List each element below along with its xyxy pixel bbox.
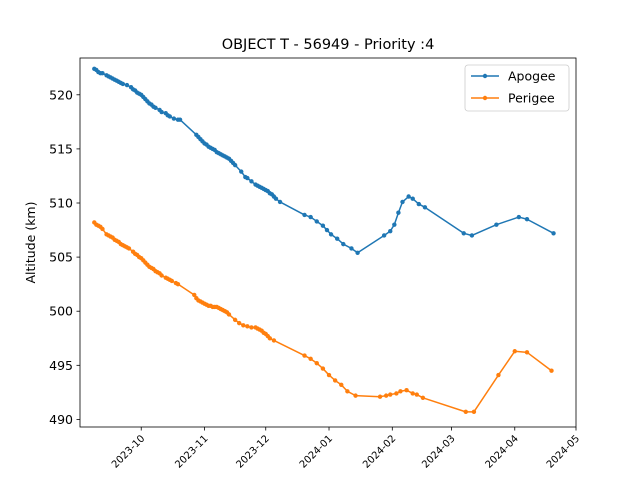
data-point (232, 162, 238, 168)
data-point (245, 175, 250, 181)
data-point (494, 222, 499, 227)
data-point (394, 391, 399, 396)
data-point (159, 273, 164, 278)
series-apogee (92, 66, 556, 255)
data-point (516, 214, 522, 220)
data-point (302, 353, 307, 358)
data-point (159, 109, 164, 115)
y-tick-label: 490 (49, 412, 73, 427)
data-point (463, 409, 468, 415)
data-point (551, 231, 556, 236)
y-tick-label: 505 (49, 250, 73, 265)
data-point (302, 212, 307, 218)
data-point (177, 117, 183, 122)
data-point (400, 199, 405, 205)
data-point (334, 236, 340, 241)
data-point (377, 394, 383, 399)
plot-frame (79, 57, 577, 428)
data-point (524, 217, 530, 222)
data-point (422, 205, 428, 210)
data-point (404, 388, 409, 393)
data-point (308, 356, 313, 362)
data-point (277, 199, 283, 205)
data-point (410, 391, 415, 396)
data-point (326, 372, 332, 378)
data-point (349, 246, 354, 251)
data-point (398, 389, 403, 394)
y-tick-label: 500 (49, 304, 73, 319)
series-layer (92, 66, 556, 415)
data-point (549, 368, 554, 373)
data-point (341, 241, 346, 247)
data-point (124, 82, 130, 88)
legend-item-apogee: Apogee (471, 69, 556, 84)
data-point (169, 278, 175, 284)
data-point (410, 196, 415, 201)
legend-item-perigee: Perigee (471, 91, 555, 106)
data-point (332, 378, 338, 383)
legend-label: Perigee (508, 91, 555, 106)
data-point (100, 70, 105, 76)
data-point (314, 360, 319, 366)
data-point (267, 336, 273, 341)
data-point (167, 114, 173, 119)
data-point (271, 338, 277, 343)
data-point (339, 382, 344, 387)
data-point (153, 105, 158, 110)
data-point (416, 201, 422, 207)
data-point (469, 233, 475, 238)
legend-marker (482, 95, 488, 101)
series-perigee (92, 220, 554, 415)
data-point (461, 231, 466, 236)
data-point (392, 222, 397, 227)
data-point (381, 233, 387, 238)
data-point (226, 312, 232, 317)
data-point (126, 246, 132, 251)
y-axis: 490 495 500 505 510 515 520 (49, 87, 80, 427)
data-point (175, 281, 181, 287)
data-point (524, 350, 530, 355)
y-tick-label: 520 (49, 87, 73, 102)
data-point (100, 226, 105, 232)
legend-marker (482, 73, 488, 79)
data-point (245, 324, 250, 329)
data-point (420, 395, 426, 400)
y-tick-label: 515 (49, 141, 73, 156)
data-point (345, 389, 350, 394)
data-point (496, 372, 501, 378)
data-point (249, 325, 254, 330)
chart-title: OBJECT T - 56949 - Priority :4 (222, 37, 435, 53)
data-point (249, 179, 254, 184)
data-point (237, 320, 242, 326)
data-point (353, 393, 358, 398)
data-point (314, 219, 319, 224)
data-point (383, 393, 389, 398)
data-point (239, 169, 244, 174)
data-point (388, 392, 393, 397)
data-point (120, 81, 126, 87)
data-point (512, 349, 517, 354)
data-point (471, 409, 477, 415)
data-point (171, 116, 177, 121)
legend: Apogee Perigee (464, 64, 570, 112)
data-point (396, 210, 401, 215)
data-point (414, 392, 419, 397)
y-tick-label: 495 (49, 358, 73, 373)
legend-label: Apogee (508, 69, 556, 84)
data-point (328, 232, 334, 237)
data-point (273, 196, 279, 201)
y-tick-label: 510 (49, 196, 73, 211)
data-point (320, 223, 326, 228)
data-point (388, 228, 393, 234)
data-point (308, 214, 313, 220)
data-point (192, 292, 197, 298)
data-point (241, 323, 246, 328)
data-point (320, 366, 326, 371)
y-axis-label: Altitude (km) (23, 202, 38, 284)
data-point (324, 227, 330, 233)
data-point (232, 317, 238, 323)
data-point (406, 194, 411, 199)
data-point (355, 250, 360, 255)
